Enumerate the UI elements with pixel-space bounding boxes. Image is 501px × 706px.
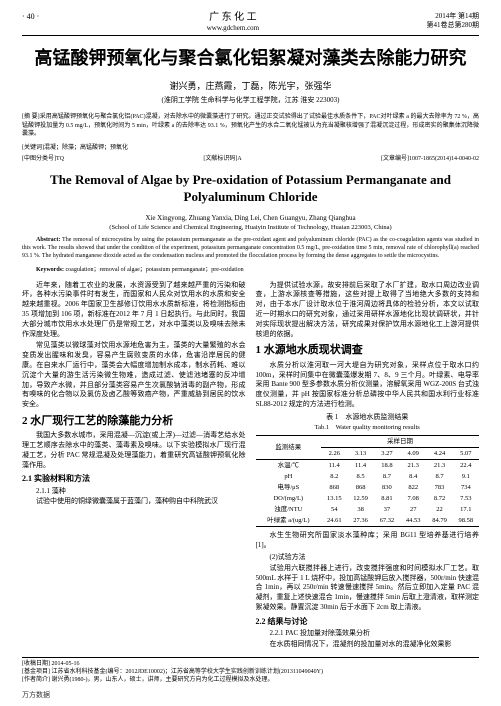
- doc-code: [文献标识码]A: [203, 153, 241, 162]
- journal-name-cn: 广 东 化 工: [39, 12, 426, 24]
- footer: [收稿日期] 2014-05-16 [基金项目] 江苏省水利科技基金(编号：20…: [22, 657, 479, 684]
- affiliation-en: (School of Life Science and Chemical Eng…: [22, 224, 479, 231]
- sec1-title: 1 水源地水质现状调查: [256, 343, 480, 358]
- sec2-2-1-text: 在水质相同情况下，混凝剂的投加量对水的混凝净化效果影: [256, 640, 480, 650]
- right-p1: 为提供试验水源，故安排前后采取了水厂扩建，取水口周边改业调查，上游水源核查等措施…: [256, 281, 480, 340]
- wanfang-watermark: 万方数据: [22, 690, 50, 700]
- keywords-text-en: coagulation；removal of algae；potassium p…: [66, 267, 244, 273]
- table1: 监测结果采样日期2.263.133.274.094.245.07水温/℃11.4…: [256, 435, 480, 528]
- keywords-label-cn: [关键词]: [22, 145, 44, 151]
- sec1-p1: 水质分析以淮河取一河大堤自为研究对象，采样点位于取水口约 100m，采样时间集中…: [256, 361, 480, 410]
- keywords-cn: [关键词]混凝；除藻；高锰酸钾；预氧化: [22, 142, 479, 151]
- sec2-title: 2 水厂现行工艺的除藻能力分析: [22, 414, 246, 429]
- sec2-p1: 我国大多数水城市，采用混凝—沉淀(或上浮)—过滤—消毒艺给水处理工艺顺序去除水中…: [22, 431, 246, 470]
- journal-name-block: 广 东 化 工 www.gdchem.com: [39, 12, 426, 32]
- issue-block: 2014年 第14期 第41卷总第280期: [427, 12, 480, 30]
- clc-number: [中图分类号]TQ: [22, 153, 64, 162]
- page-number: · 40 ·: [22, 12, 39, 21]
- year-issue: 2014年 第14期: [427, 12, 480, 21]
- left-column: 近年来，随着工农业的发展，水资源受到了越来越严重的污染和破坏，各种水污染事件时有…: [22, 281, 246, 652]
- page-header: · 40 · 广 东 化 工 www.gdchem.com 2014年 第14期…: [22, 12, 479, 36]
- keywords-en: Keywords: coagulation；removal of algae；p…: [22, 264, 479, 273]
- body-columns: 近年来，随着工农业的发展，水资源受到了越来越严重的污染和破坏，各种水污染事件时有…: [22, 281, 479, 652]
- title-cn: 高锰酸钾预氧化与聚合氯化铝絮凝对藻类去除能力研究: [22, 46, 479, 71]
- journal-url: www.gdchem.com: [39, 24, 426, 32]
- article-id: [文章编号]1007-1865(2014)14-0040-02: [381, 153, 479, 162]
- table1-caption-en: Tab.1 Water quality monitoring results: [256, 423, 480, 432]
- abstract-cn: [摘 要]采用高锰酸钾预氧化与聚合氯化铝(PAC)混凝，对去除水中的微囊藻进行了…: [22, 113, 479, 138]
- right-column: 为提供试验水源，故安排前后采取了水厂扩建，取水口周边改业调查，上游水源核查等措施…: [256, 281, 480, 652]
- sec2-1-2-title: (2)试验方法: [256, 553, 480, 563]
- authors-cn: 谢兴勇，庄燕霞，丁磊，陈光宇，张强华: [22, 79, 479, 92]
- sec2-1-1-text: 试验中使用的铜绿微囊藻属于蓝藻门，藻种购自中科院武汉: [22, 497, 246, 507]
- abstract-text-en: The removal of microcystins by using the…: [22, 237, 479, 259]
- sec2-1-title: 2.1 实验材料和方法: [22, 473, 246, 484]
- abstract-label-en: Abstract:: [36, 237, 60, 243]
- sec2-1-1-title: 2.1.1 藻种: [22, 487, 246, 497]
- sec2-2-title: 2.2 结果与讨论: [256, 616, 480, 627]
- after-table-text: 水生生物研究所国家淡水藻种库；采用 BG11 型培养基进行培养[1]。: [256, 531, 480, 551]
- keywords-label-en: Keywords:: [36, 267, 64, 273]
- sec2-2-1-title: 2.2.1 PAC 投加量对除藻效果分析: [256, 629, 480, 639]
- intro-p2: 常见藻类以微球藻对饮用水源地危害为主，藻类的大量繁殖的水会变质发出腥味和发臭，容…: [22, 341, 246, 410]
- sec2-1-2-text: 试验用六联搅拌器上进行，改变搅拌强度和时间模拟水厂工艺。取 500mL 水样于 …: [256, 564, 480, 613]
- clc-row: [中图分类号]TQ [文献标识码]A [文章编号]1007-1865(2014)…: [22, 153, 479, 162]
- authors-en: Xie Xingyong, Zhuang Yanxia, Ding Lei, C…: [22, 214, 479, 222]
- affiliation-cn: (淮阴工学院 生命科学与化学工程学院，江苏 淮安 223003): [22, 95, 479, 105]
- vol-issue: 第41卷总第280期: [427, 21, 480, 30]
- keywords-text-cn: 混凝；除藻；高锰酸钾；预氧化: [44, 145, 128, 151]
- abstract-label-cn: [摘 要]: [22, 114, 40, 120]
- abstract-text-cn: 采用高锰酸钾预氧化与聚合氯化铝(PAC)混凝，对去除水中的微囊藻进行了研究。通过…: [22, 114, 479, 137]
- fund: [基金项目] 江苏省水利科技基金(编号：2012JDE10002)；江苏省高等学…: [22, 669, 479, 677]
- title-en: The Removal of Algae by Pre-oxidation of…: [22, 172, 479, 206]
- author-bio: [作者简介] 谢兴勇(1980-)，男，山东人，硕士，讲师，主要研究方向为化工过…: [22, 677, 479, 685]
- abstract-en: Abstract: The removal of microcystins by…: [22, 237, 479, 260]
- table1-caption-cn: 表 1 水源地水质监测结果: [256, 413, 480, 423]
- intro-p1: 近年来，随着工农业的发展，水资源受到了越来越严重的污染和破坏，各种水污染事件时有…: [22, 281, 246, 340]
